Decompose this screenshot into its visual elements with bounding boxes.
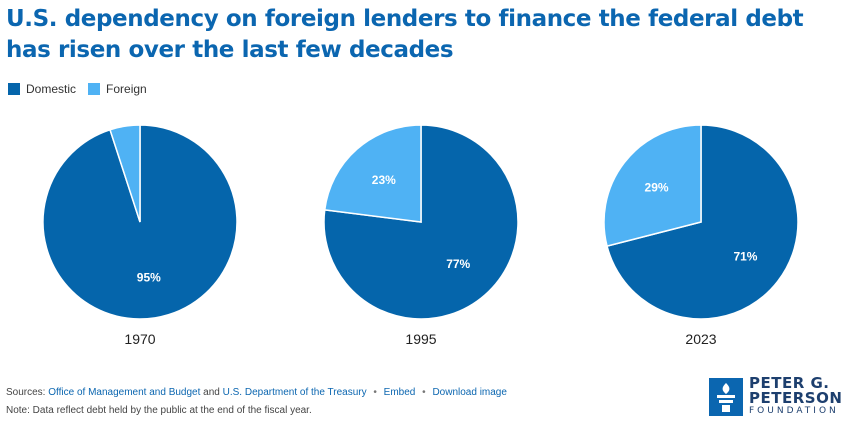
logo-line1: PETER G.	[749, 374, 830, 392]
pie-slice-1995-foreign	[323, 124, 422, 223]
torch-icon	[709, 377, 743, 416]
sources-and: and	[203, 387, 220, 398]
logo-line3: FOUNDATION	[749, 406, 839, 416]
source-treasury-link[interactable]: U.S. Department of the Treasury	[222, 387, 367, 398]
pie-slice-2023-domestic	[606, 124, 799, 320]
legend-swatch-foreign	[88, 83, 101, 95]
pie-label-2023-domestic: 71%	[733, 249, 757, 263]
legend-label-foreign: Foreign	[106, 82, 147, 96]
pie-label-2023-foreign: 29%	[645, 181, 669, 195]
embed-link[interactable]: Embed	[383, 387, 416, 398]
separator-dot: •	[373, 387, 377, 398]
pie-label-1995-domestic: 77%	[446, 257, 470, 271]
logo-text: PETER G. PETERSON FOUNDATION	[749, 376, 842, 417]
peterson-foundation-logo[interactable]: PETER G. PETERSON FOUNDATION	[709, 376, 842, 417]
legend-swatch-domestic	[8, 83, 20, 95]
source-omb-link[interactable]: Office of Management and Budget	[48, 387, 201, 398]
pie-charts: 95% 1970 77% 23% 1995 71% 29% 2023	[42, 124, 799, 347]
sources-line: Sources: Office of Management and Budget…	[6, 387, 507, 398]
pie-slice-2023-foreign	[603, 124, 702, 248]
pie-slice-1970-foreign	[109, 124, 141, 223]
legend-item-foreign: Foreign	[88, 82, 147, 96]
legend-label-domestic: Domestic	[26, 82, 77, 96]
pie-year-label-2023: 2023	[685, 331, 716, 347]
separator-dot: •	[422, 387, 426, 398]
legend-item-domestic: Domestic	[8, 82, 76, 96]
download-image-link[interactable]: Download image	[432, 387, 507, 398]
logo-line2: PETERSON	[749, 389, 843, 407]
legend: Domestic Foreign	[8, 82, 147, 96]
pie-year-label-1970: 1970	[124, 331, 155, 347]
pie-label-1970-domestic: 95%	[137, 271, 161, 285]
note-line: Note: Data reflect debt held by the publ…	[6, 405, 312, 416]
pie-label-1995-foreign: 23%	[372, 173, 396, 187]
pie-year-label-1995: 1995	[405, 331, 436, 347]
sources-prefix: Sources:	[6, 387, 46, 398]
chart-title: U.S. dependency on foreign lenders to fi…	[6, 6, 804, 63]
